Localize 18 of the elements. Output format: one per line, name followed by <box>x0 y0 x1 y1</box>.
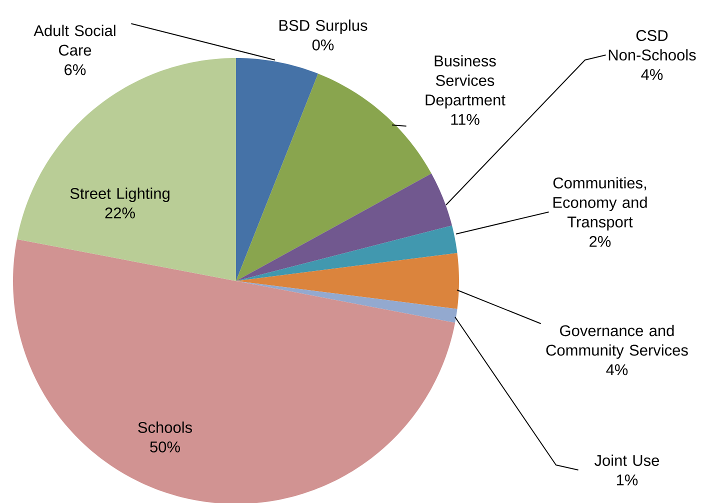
data-label: 1% <box>616 474 638 486</box>
text: 0% <box>312 39 334 50</box>
slice-label: Schools <box>138 422 192 433</box>
data-label: 22% <box>105 207 135 218</box>
slice-label: Governance and Community Services <box>546 324 688 359</box>
slice-label: Joint Use <box>594 454 660 466</box>
category-label: BSD Surplus <box>279 20 368 34</box>
slice-label: Street Lighting <box>70 188 170 202</box>
slice-label: CSD Non-Schools <box>608 30 696 61</box>
data-label: 50% <box>150 441 180 452</box>
data-label: 4% <box>606 364 628 376</box>
data-label: 2% <box>590 236 611 247</box>
data-label: 11% <box>451 114 480 125</box>
data-label: 4% <box>641 69 663 80</box>
slice-label: Communities, Economy and Transport <box>553 177 647 231</box>
slice-label: Business Services Department <box>426 55 506 109</box>
slice-label: Adult Social Care <box>34 24 116 56</box>
data-label: 6% <box>64 64 86 76</box>
